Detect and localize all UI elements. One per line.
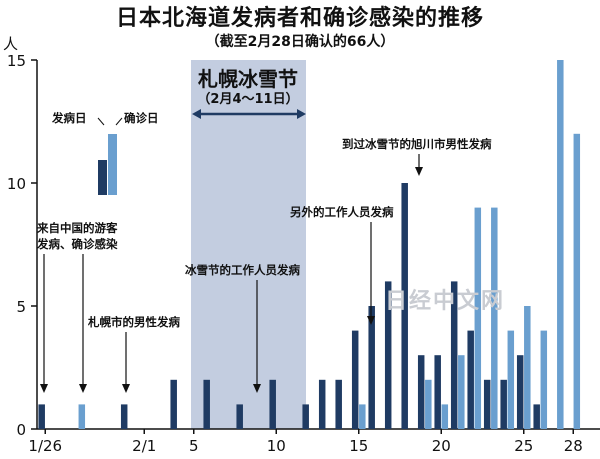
svg-text:来自中国的游客: 来自中国的游客	[36, 221, 118, 235]
legend-confirmed-label: 确诊日	[124, 111, 159, 125]
bar-onset	[467, 330, 474, 429]
festival-label: 札幌冰雪节	[197, 67, 298, 91]
legend-confirmed-swatch	[108, 134, 117, 195]
bar-confirmed	[359, 404, 366, 429]
x-tick-label: 5	[189, 437, 199, 455]
y-tick-label: 5	[16, 298, 26, 316]
x-tick-label: 15	[349, 437, 368, 455]
bar-onset	[483, 379, 491, 429]
bar-onset	[516, 355, 524, 429]
bar-onset	[434, 355, 441, 429]
bar-onset	[533, 404, 540, 429]
x-tick-label: 28	[564, 437, 583, 455]
watermark: 日经中文网	[385, 289, 506, 314]
bar-onset	[38, 404, 45, 429]
legend-onset-swatch	[98, 160, 107, 195]
bar-onset	[417, 355, 425, 429]
bar-onset	[170, 379, 177, 429]
bar-onset	[269, 379, 276, 429]
x-tick-label: 2/1	[132, 437, 156, 455]
bar-onset	[450, 281, 458, 429]
bar-confirmed	[557, 60, 564, 429]
svg-text:发病、确诊感染: 发病、确诊感染	[36, 237, 118, 251]
annotation-other-staff: 另外的工作人员发病	[290, 205, 394, 325]
annotation-festival-staff: 冰雪节的工作人员发病	[185, 263, 300, 393]
bar-onset	[236, 404, 243, 429]
chart-subtitle: （截至2月28日确认的66人）	[205, 34, 395, 50]
svg-text:到过冰雪节的旭川市男性发病: 到过冰雪节的旭川市男性发病	[342, 137, 492, 151]
bar-confirmed	[78, 404, 86, 429]
svg-text:札幌市的男性发病: 札幌市的男性发病	[87, 315, 180, 329]
bar-confirmed	[491, 207, 498, 429]
annotation-asahikawa-man: 到过冰雪节的旭川市男性发病	[342, 137, 492, 176]
annotation-chinese-tourist: 来自中国的游客 发病、确诊感染	[36, 221, 118, 393]
festival-highlight-band	[191, 60, 306, 429]
bar-confirmed	[425, 379, 432, 429]
annotation-sapporo-man: 札幌市的男性发病	[87, 315, 180, 393]
x-tick-label: 20	[432, 437, 451, 455]
festival-range-arrow-left	[192, 109, 201, 119]
bar-confirmed	[474, 207, 482, 429]
bar-onset	[335, 379, 342, 429]
bar-onset	[318, 379, 326, 429]
bar-confirmed	[573, 133, 581, 430]
y-tick-label: 15	[7, 52, 26, 70]
bar-confirmed	[540, 330, 548, 429]
bar-confirmed	[524, 306, 531, 429]
legend-onset-label: 发病日	[51, 111, 87, 125]
bar-onset	[203, 379, 210, 429]
bar-confirmed	[458, 355, 465, 429]
x-tick-label: 10	[267, 437, 286, 455]
y-axis-label: 人	[3, 35, 18, 53]
bar-onset	[351, 330, 359, 429]
y-tick-label: 0	[16, 421, 26, 439]
festival-range-arrow-right	[297, 109, 306, 119]
festival-range-label: （2月4～11日）	[197, 91, 298, 107]
x-tick-label: 1/26	[28, 437, 62, 455]
bar-onset	[500, 379, 507, 429]
bar-onset	[120, 404, 128, 429]
y-tick-label: 10	[7, 175, 26, 193]
legend: 发病日 确诊日	[51, 111, 159, 195]
bar-onset	[384, 281, 392, 429]
x-tick-label: 25	[514, 437, 533, 455]
bar-onset	[401, 183, 408, 429]
bar-onset	[368, 306, 375, 429]
bar-confirmed	[441, 404, 449, 429]
bar-confirmed	[507, 330, 515, 429]
chart-title: 日本北海道发病者和确诊感染的推移	[115, 6, 484, 31]
svg-text:冰雪节的工作人员发病: 冰雪节的工作人员发病	[185, 263, 300, 277]
bar-onset	[302, 404, 309, 429]
svg-text:另外的工作人员发病: 另外的工作人员发病	[290, 205, 394, 219]
